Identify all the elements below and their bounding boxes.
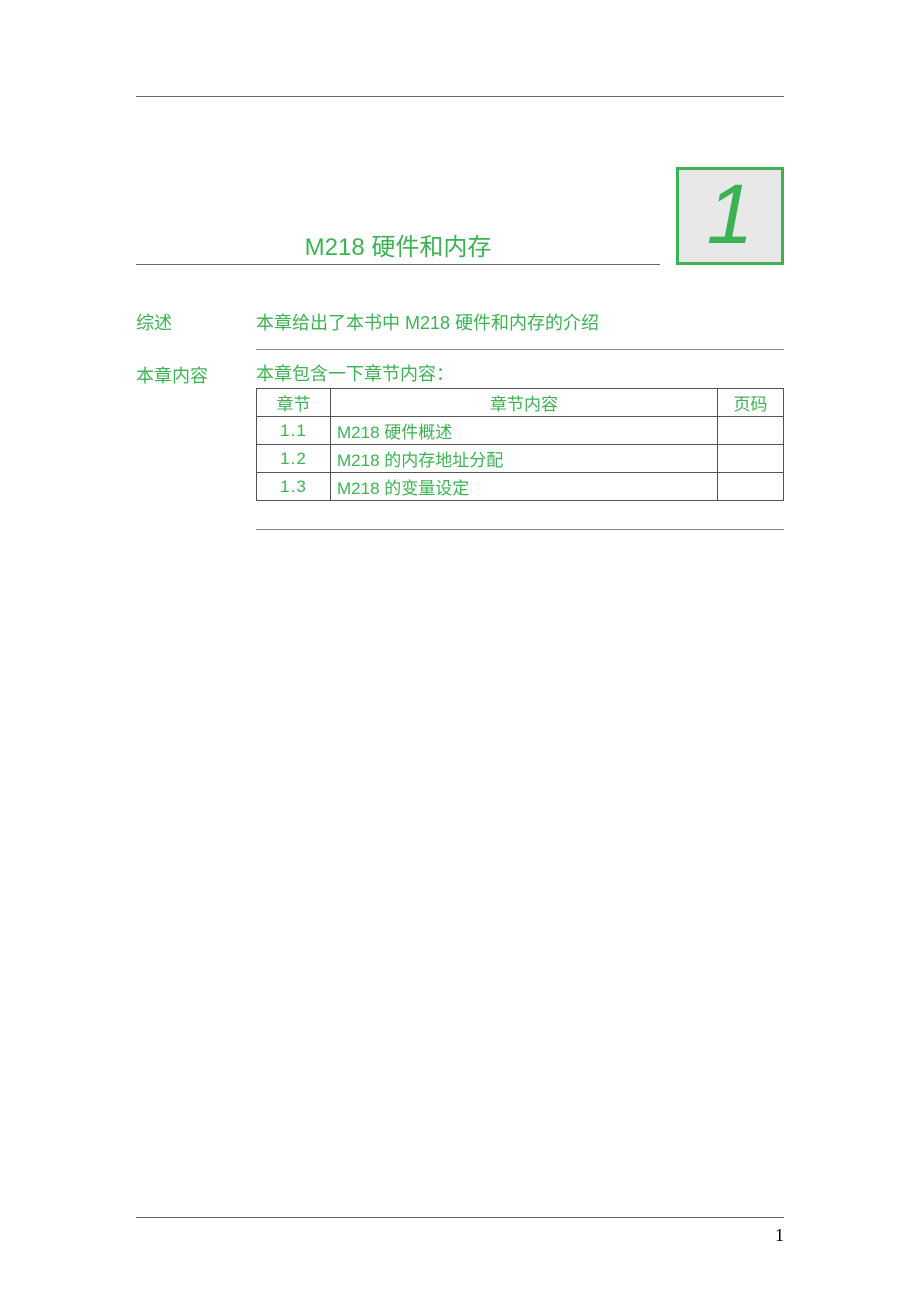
chapter-title-underline <box>136 264 660 265</box>
contents-section: 本章内容 本章包含一下章节内容： 章节 章节内容 页码 <box>136 360 784 501</box>
contents-body: 本章包含一下章节内容： 章节 章节内容 页码 1.1 <box>256 360 784 501</box>
cell-section-page <box>718 473 784 501</box>
table-row: 1.3 M218 的变量设定 <box>257 473 784 501</box>
chapter-number-badge: 1 <box>676 167 784 265</box>
contents-label: 本章内容 <box>136 360 256 388</box>
chapter-title-row: M218 硬件和内存 1 <box>136 167 784 265</box>
overview-body: 本章给出了本书中 M218 硬件和内存的介绍 <box>256 307 784 335</box>
cell-section-title: M218 的变量设定 <box>331 473 718 501</box>
chapter-number: 1 <box>707 172 754 256</box>
chapter-title: M218 硬件和内存 <box>136 227 660 264</box>
col-header-section: 章节 <box>257 389 331 417</box>
chapter-title-wrap: M218 硬件和内存 <box>136 227 660 265</box>
cell-section-title: M218 的内存地址分配 <box>331 445 718 473</box>
table-row: 1.1 M218 硬件概述 <box>257 417 784 445</box>
overview-label: 综述 <box>136 307 256 335</box>
section-separator <box>256 349 784 350</box>
cell-section-title: M218 硬件概述 <box>331 417 718 445</box>
cell-section-page <box>718 445 784 473</box>
table-header-row: 章节 章节内容 页码 <box>257 389 784 417</box>
top-horizontal-rule <box>136 96 784 97</box>
overview-section: 综述 本章给出了本书中 M218 硬件和内存的介绍 <box>136 307 784 335</box>
cell-section-number: 1.2 <box>257 445 331 473</box>
document-page: M218 硬件和内存 1 综述 本章给出了本书中 M218 硬件和内存的介绍 本… <box>0 0 920 1302</box>
col-header-page: 页码 <box>718 389 784 417</box>
footer-horizontal-rule <box>136 1217 784 1218</box>
contents-table: 章节 章节内容 页码 1.1 M218 硬件概述 1.2 M218 的内存地址分… <box>256 388 784 501</box>
page-footer <box>136 1217 784 1218</box>
overview-text: 本章给出了本书中 M218 硬件和内存的介绍 <box>256 307 784 335</box>
after-table-separator <box>256 529 784 530</box>
cell-section-number: 1.3 <box>257 473 331 501</box>
cell-section-number: 1.1 <box>257 417 331 445</box>
cell-section-page <box>718 417 784 445</box>
table-row: 1.2 M218 的内存地址分配 <box>257 445 784 473</box>
contents-intro: 本章包含一下章节内容： <box>256 360 784 386</box>
page-number: 1 <box>775 1225 784 1246</box>
col-header-title: 章节内容 <box>331 389 718 417</box>
